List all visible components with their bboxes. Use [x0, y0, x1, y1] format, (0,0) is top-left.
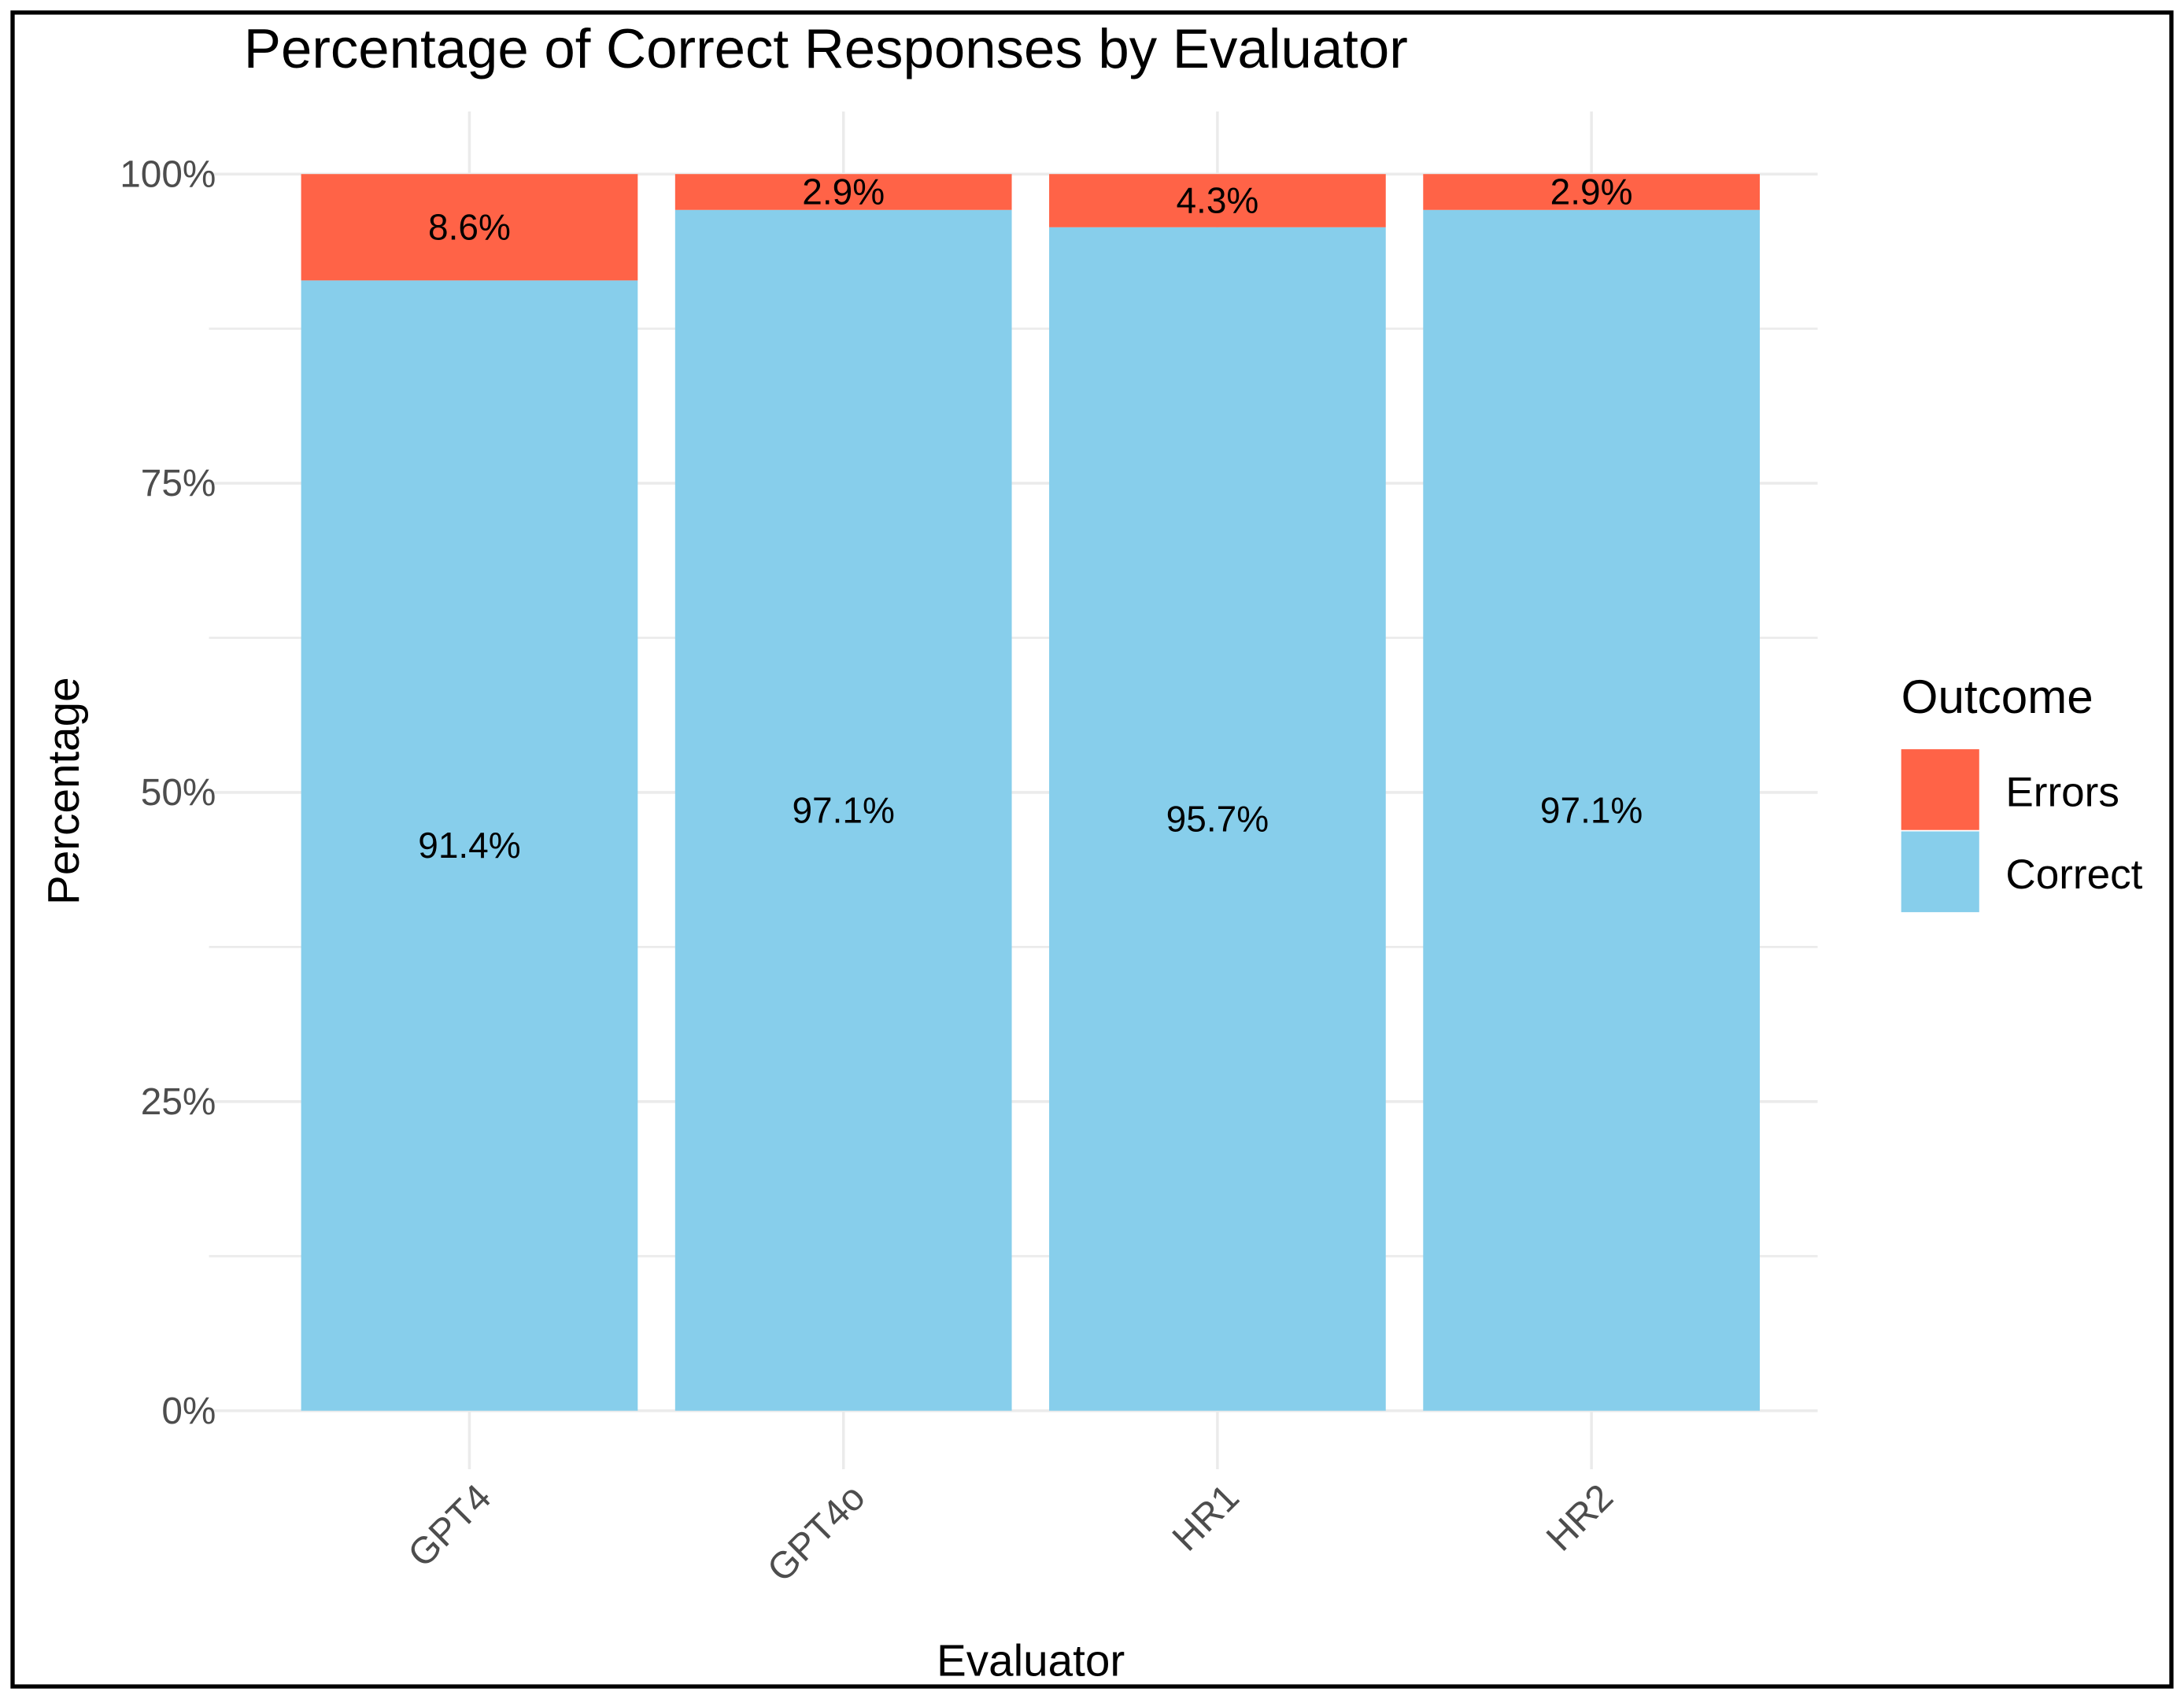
value-label: 97.1%: [792, 789, 894, 830]
y-axis-label: Percentage: [39, 677, 88, 905]
legend-label: Errors: [2005, 770, 2119, 816]
y-tick-label: 25%: [141, 1081, 216, 1123]
bar-segment: [674, 209, 1012, 1411]
value-label: 91.4%: [418, 825, 520, 866]
y-tick-label: 75%: [141, 463, 216, 504]
bar-segment: [301, 280, 638, 1411]
chart-title: Percentage of Correct Responses by Evalu…: [244, 17, 1408, 79]
y-tick-label: 0%: [161, 1391, 216, 1432]
bar-segment: [301, 174, 638, 281]
x-axis-label: Evaluator: [937, 1636, 1125, 1686]
plot-area: 0% 25% 50% 75% 100% 91.4% 97.1% 95.7% 97.1% 8.6% 2…: [120, 111, 1818, 1590]
legend-label: Correct: [2005, 851, 2142, 898]
y-tick-label: 100%: [120, 153, 216, 195]
value-label: 95.7%: [1166, 798, 1269, 839]
value-label: 8.6%: [428, 206, 511, 247]
value-label: 4.3%: [1176, 180, 1258, 221]
bar-segment: [674, 174, 1012, 210]
y-tick-label: 50%: [141, 772, 216, 814]
value-label: 97.1%: [1540, 789, 1643, 830]
value-label: 2.9%: [1550, 172, 1633, 212]
legend-title: Outcome: [1901, 670, 2093, 723]
legend-swatch: [1901, 749, 1979, 830]
value-label: 2.9%: [802, 172, 885, 212]
frame: [10, 10, 2174, 1689]
legend-swatch: [1901, 831, 1979, 913]
bar-segment: [1049, 174, 1386, 227]
bar-segment: [1423, 174, 1760, 210]
bar-segment: [1049, 227, 1386, 1411]
bar-segment: [1423, 209, 1760, 1411]
